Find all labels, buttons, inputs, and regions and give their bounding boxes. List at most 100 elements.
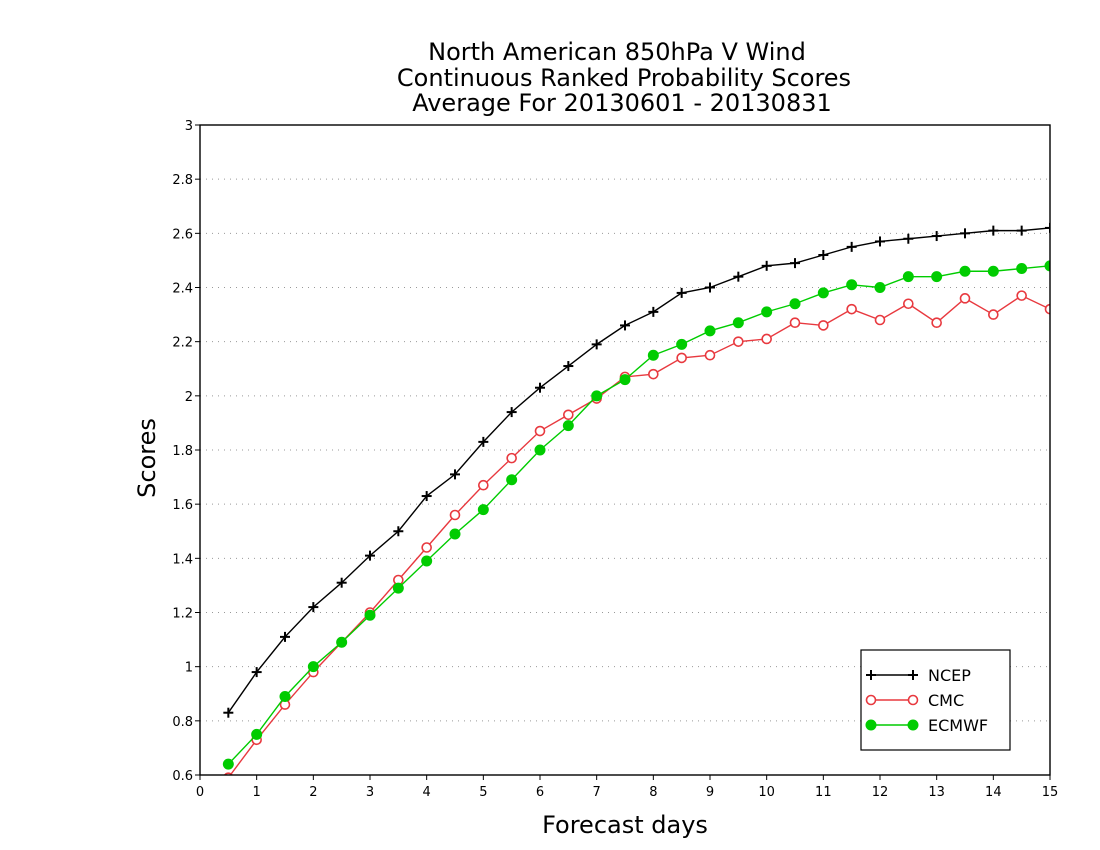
legend-marker-ecmwf bbox=[907, 719, 919, 731]
legend-marker-ncep bbox=[866, 670, 876, 680]
data-point-ncep bbox=[931, 231, 942, 242]
data-point-cmc bbox=[506, 452, 517, 464]
data-point-ncep bbox=[365, 550, 375, 561]
data-point-ncep bbox=[818, 250, 829, 260]
y-tick-label: 2.6 bbox=[172, 227, 193, 242]
data-point-ecmwf bbox=[789, 298, 801, 310]
series-line-ncep bbox=[227, 227, 1050, 714]
x-tick-label: 6 bbox=[536, 785, 544, 800]
data-point-ncep bbox=[1045, 222, 1050, 233]
series-ncep bbox=[223, 222, 1050, 718]
legend: NCEP CMC ECMWF bbox=[860, 649, 1011, 751]
x-tick-label: 15 bbox=[1042, 785, 1059, 800]
data-point-cmc bbox=[903, 298, 914, 310]
data-point-ecmwf bbox=[392, 582, 404, 594]
chart-title-line-2: Continuous Ranked Probability Scores bbox=[397, 64, 851, 92]
data-point-cmc bbox=[1044, 303, 1050, 315]
data-point-cmc bbox=[421, 542, 432, 553]
data-point-ncep bbox=[280, 631, 290, 642]
data-point-ncep bbox=[478, 436, 489, 447]
y-axis-ticks: 0.6 0.8 1 1.2 1.4 1.6 1.8 2 2.2 2.4 2.6 2.8 3 bbox=[172, 119, 200, 784]
data-point-ecmwf bbox=[591, 390, 603, 402]
data-point-cmc bbox=[789, 317, 801, 329]
x-tick-label: 10 bbox=[758, 785, 775, 800]
data-point-ncep bbox=[450, 469, 460, 480]
data-point-ecmwf bbox=[279, 690, 291, 702]
data-point-cmc bbox=[988, 309, 999, 320]
data-point-ecmwf bbox=[1044, 260, 1050, 272]
data-point-ncep bbox=[620, 320, 630, 331]
data-point-cmc bbox=[449, 509, 461, 521]
x-tick-label: 4 bbox=[423, 785, 431, 800]
data-point-ecmwf bbox=[562, 420, 574, 432]
data-point-ncep bbox=[903, 233, 914, 244]
data-point-ncep bbox=[506, 407, 517, 418]
data-point-ncep bbox=[705, 282, 715, 293]
x-tick-label: 7 bbox=[593, 785, 601, 800]
data-point-ncep bbox=[733, 271, 744, 282]
y-tick-label: 1.8 bbox=[172, 444, 193, 459]
data-point-cmc bbox=[959, 293, 971, 304]
data-point-ncep bbox=[563, 361, 574, 372]
data-point-ecmwf bbox=[421, 555, 433, 567]
data-point-cmc bbox=[534, 425, 546, 437]
data-point-ecmwf bbox=[987, 265, 999, 277]
data-point-cmc bbox=[648, 368, 659, 380]
data-point-cmc bbox=[1016, 290, 1027, 301]
chart-title-line-1: North American 850hPa V Wind bbox=[428, 38, 806, 66]
data-point-ncep bbox=[223, 707, 234, 718]
data-point-ecmwf bbox=[817, 287, 829, 299]
data-point-ncep bbox=[676, 287, 687, 298]
data-point-ecmwf bbox=[1016, 263, 1028, 275]
data-point-ncep bbox=[1016, 225, 1027, 236]
grid-lines bbox=[200, 178, 1050, 722]
data-point-ecmwf bbox=[222, 758, 234, 770]
data-point-ncep bbox=[336, 577, 347, 588]
data-point-ncep bbox=[251, 667, 262, 678]
legend-marker-ecmwf bbox=[865, 719, 877, 731]
y-tick-label: 2.4 bbox=[172, 282, 193, 297]
x-tick-label: 11 bbox=[815, 785, 832, 800]
series-ecmwf bbox=[222, 260, 1050, 770]
data-point-ncep bbox=[648, 306, 659, 317]
chart-title-line-3: Average For 20130601 - 20130831 bbox=[412, 89, 832, 117]
data-point-ncep bbox=[875, 236, 885, 247]
legend-entry-ecmwf: ECMWF bbox=[865, 716, 988, 735]
legend-entry-cmc: CMC bbox=[865, 691, 964, 710]
legend-label-ecmwf: ECMWF bbox=[928, 716, 988, 735]
data-point-ecmwf bbox=[676, 338, 688, 350]
y-tick-label: 2.8 bbox=[172, 173, 193, 188]
x-tick-label: 14 bbox=[985, 785, 1002, 800]
data-point-cmc bbox=[676, 352, 687, 364]
y-tick-label: 1 bbox=[185, 661, 193, 676]
data-point-ncep bbox=[308, 602, 319, 613]
x-tick-label: 5 bbox=[479, 785, 487, 800]
data-point-ncep bbox=[846, 241, 857, 252]
data-point-ecmwf bbox=[874, 282, 886, 293]
data-point-cmc bbox=[704, 349, 716, 361]
data-point-ecmwf bbox=[364, 609, 376, 621]
data-point-ncep bbox=[591, 339, 602, 350]
x-axis-ticks: 0 1 2 3 4 5 6 7 8 9 10 11 12 13 14 15 bbox=[196, 775, 1058, 800]
data-point-ncep bbox=[393, 526, 404, 537]
data-point-ecmwf bbox=[477, 504, 489, 516]
data-point-ncep bbox=[960, 228, 970, 239]
data-point-cmc bbox=[846, 303, 857, 315]
x-tick-label: 0 bbox=[196, 785, 204, 800]
legend-marker-cmc bbox=[907, 694, 919, 706]
data-point-ecmwf bbox=[846, 279, 858, 291]
y-tick-label: 1.6 bbox=[172, 498, 193, 513]
data-point-ecmwf bbox=[251, 728, 263, 740]
y-tick-label: 0.8 bbox=[172, 715, 193, 730]
data-point-cmc bbox=[563, 409, 574, 421]
y-tick-label: 0.6 bbox=[172, 769, 193, 784]
data-point-cmc bbox=[478, 479, 489, 491]
y-tick-label: 2.2 bbox=[172, 336, 193, 351]
data-point-cmc bbox=[874, 314, 886, 326]
data-point-ecmwf bbox=[704, 325, 716, 337]
data-point-cmc bbox=[818, 320, 829, 331]
data-point-ncep bbox=[988, 225, 999, 236]
x-tick-label: 9 bbox=[706, 785, 714, 800]
y-tick-label: 1.2 bbox=[172, 607, 193, 622]
